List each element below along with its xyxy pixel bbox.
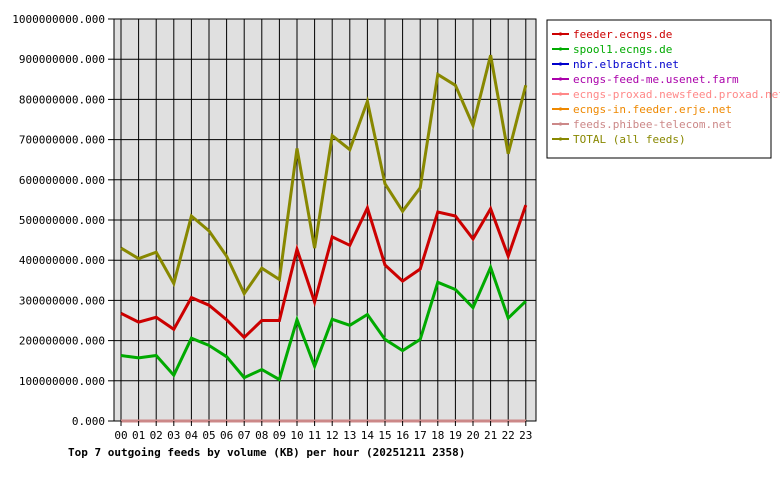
x-tick-label: 07 <box>238 429 251 442</box>
x-tick-label: 20 <box>466 429 479 442</box>
x-tick-label: 13 <box>343 429 356 442</box>
y-tick-label: 500000000.000 <box>19 214 105 227</box>
legend-swatch-marker <box>558 92 563 96</box>
x-tick-label: 05 <box>202 429 215 442</box>
y-tick-label: 800000000.000 <box>19 93 105 106</box>
x-tick-label: 00 <box>114 429 127 442</box>
x-tick-label: 02 <box>150 429 163 442</box>
y-tick-label: 900000000.000 <box>19 53 105 66</box>
series-line <box>120 203 528 340</box>
chart-title: Top 7 outgoing feeds by volume (KB) per … <box>68 446 465 459</box>
y-tick-label: 400000000.000 <box>19 254 105 267</box>
legend-entry: feeder.ecngs.de <box>573 28 672 41</box>
legend-swatch-marker <box>558 32 563 36</box>
x-tick-label: 23 <box>519 429 532 442</box>
y-axis: 0.000 100000000.000 200000000.000 300000000… <box>12 13 114 428</box>
x-tick-label: 14 <box>361 429 375 442</box>
x-tick-label: 18 <box>431 429 444 442</box>
x-tick-label: 03 <box>167 429 180 442</box>
legend-entry: spool1.ecngs.de <box>573 43 672 56</box>
legend-swatch-marker <box>558 137 563 141</box>
x-tick-label: 21 <box>484 429 497 442</box>
legend-entry: feeds.phibee-telecom.net <box>573 118 732 131</box>
x-tick-label: 01 <box>132 429 145 442</box>
x-tick-label: 19 <box>449 429 462 442</box>
legend-swatch-marker <box>558 107 563 111</box>
legend-entry: TOTAL (all feeds) <box>573 133 686 146</box>
series-lines <box>120 54 528 423</box>
x-tick-label: 09 <box>273 429 286 442</box>
y-tick-label: 700000000.000 <box>19 134 105 147</box>
y-tick-label: 1000000000.000 <box>12 13 105 26</box>
x-tick-label: 12 <box>326 429 339 442</box>
legend: feeder.ecngs.de spool1.ecngs.de nbr.elbrac… <box>546 19 780 159</box>
x-axis: 00 01 02 03 04 05 06 07 08 09 10 11 12 13 14 15 16 17 18 19… <box>114 421 532 442</box>
x-tick-label: 06 <box>220 429 233 442</box>
legend-swatch-marker <box>558 77 563 81</box>
y-tick-label: 100000000.000 <box>19 375 105 388</box>
y-tick-label: 200000000.000 <box>19 335 105 348</box>
x-tick-label: 16 <box>396 429 409 442</box>
x-tick-label: 11 <box>308 429 321 442</box>
legend-swatch-marker <box>558 62 563 66</box>
y-tick-label: 600000000.000 <box>19 174 105 187</box>
legend-box <box>546 19 772 159</box>
legend-swatch-marker <box>558 47 563 51</box>
legend-entry: ecngs-feed-me.usenet.farm <box>573 73 739 86</box>
legend-entry: nbr.elbracht.net <box>573 58 679 71</box>
x-tick-label: 10 <box>290 429 303 442</box>
y-tick-label: 300000000.000 <box>19 294 105 307</box>
legend-entry: ecngs-in.feeder.erje.net <box>573 103 732 116</box>
x-tick-label: 04 <box>185 429 199 442</box>
x-tick-label: 08 <box>255 429 268 442</box>
x-tick-label: 17 <box>414 429 427 442</box>
x-tick-label: 15 <box>378 429 391 442</box>
plot-area <box>113 18 537 422</box>
series-line <box>120 263 527 382</box>
legend-swatch-marker <box>558 122 563 126</box>
legend-entry: ecngs-proxad.newsfeed.proxad.net <box>573 88 780 101</box>
x-tick-label: 22 <box>502 429 515 442</box>
series-line <box>120 54 528 297</box>
y-tick-label: 0.000 <box>72 415 105 428</box>
